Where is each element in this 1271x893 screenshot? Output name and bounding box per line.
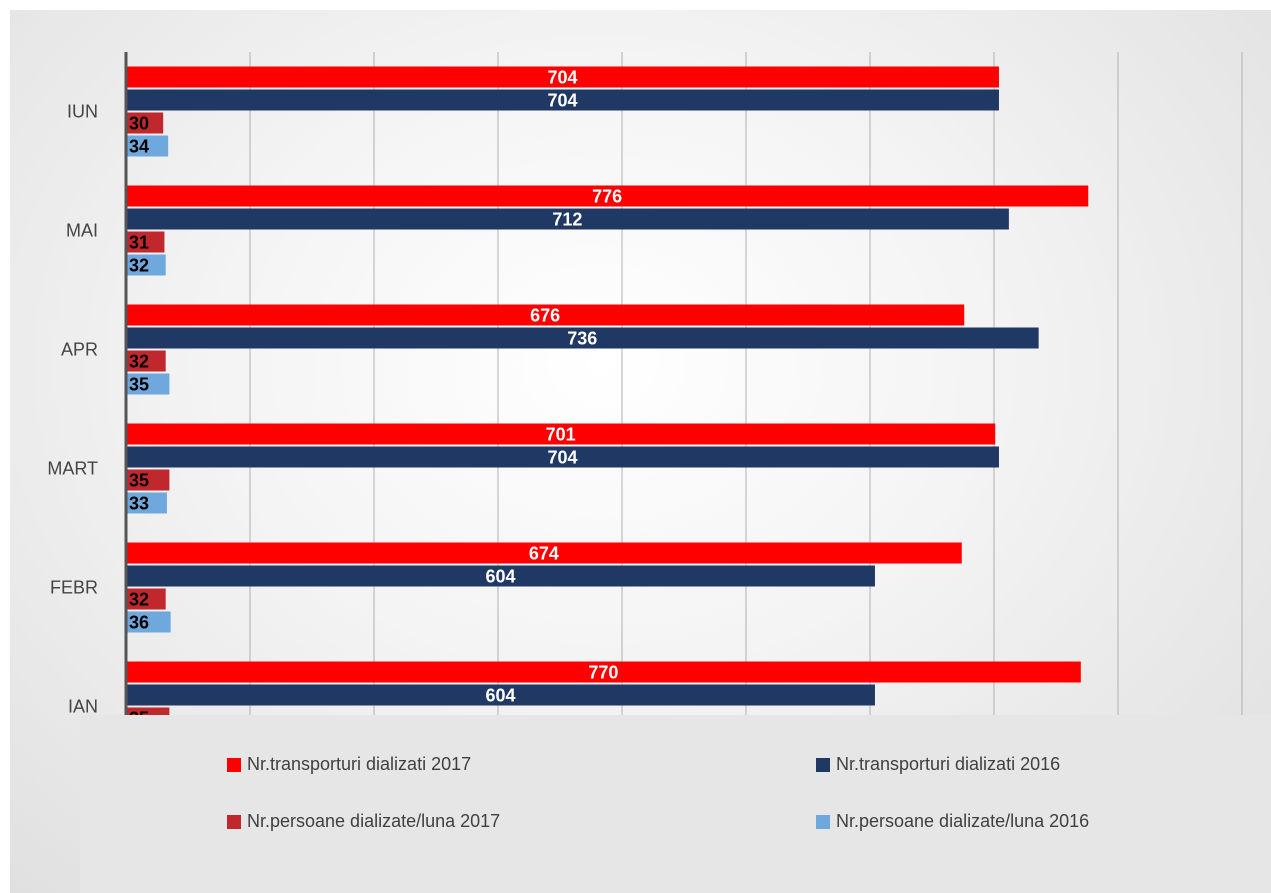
legend-item: Nr.persoane dializate/luna 2016 — [816, 811, 1089, 832]
legend-item: Nr.transporturi dializati 2016 — [816, 754, 1060, 775]
bar — [126, 112, 164, 134]
chart-area: IAN7706043537FEBR6746043236MART701704353… — [10, 10, 1271, 893]
data-label: 776 — [592, 187, 622, 207]
data-label: 701 — [546, 425, 576, 445]
legend-label: Nr.transporturi dializati 2017 — [247, 754, 472, 774]
legend-item: Nr.persoane dializate/luna 2017 — [227, 811, 500, 832]
data-label: 604 — [485, 567, 515, 587]
bar — [126, 89, 999, 111]
data-label: 604 — [485, 686, 515, 706]
data-label: 32 — [129, 590, 149, 610]
legend-item: Nr.transporturi dializati 2017 — [227, 754, 471, 775]
data-label: 33 — [129, 494, 149, 514]
data-label: 34 — [129, 137, 149, 157]
category-label: MAI — [66, 221, 98, 241]
bar — [126, 185, 1089, 207]
bar — [126, 208, 1009, 230]
bar — [126, 588, 166, 610]
bar — [126, 492, 167, 514]
data-label: 770 — [588, 663, 618, 683]
category-label: MART — [47, 459, 98, 479]
data-label: 712 — [552, 210, 582, 230]
bar — [126, 304, 965, 326]
category-label: FEBR — [50, 578, 98, 598]
data-label: 36 — [129, 613, 149, 633]
legend-label: Nr.persoane dializate/luna 2016 — [836, 811, 1090, 831]
legend-swatch-persoane-2016 — [816, 814, 830, 829]
data-label: 674 — [529, 544, 559, 564]
data-label: 35 — [129, 471, 149, 491]
data-label: 32 — [129, 256, 149, 276]
data-label: 35 — [129, 375, 149, 395]
bar — [126, 542, 962, 564]
bar — [126, 661, 1081, 683]
legend-label: Nr.persoane dializate/luna 2017 — [247, 811, 501, 831]
legend-swatch-persoane-2017 — [227, 814, 241, 829]
bar — [126, 611, 171, 633]
bar — [126, 135, 169, 157]
data-label: 30 — [129, 114, 149, 134]
data-label: 736 — [567, 329, 597, 349]
bar — [126, 446, 999, 468]
data-label: 32 — [129, 352, 149, 372]
bar — [126, 254, 166, 276]
bar — [126, 684, 875, 706]
bar — [126, 373, 170, 395]
legend-swatch-transport-2016 — [816, 757, 830, 772]
bar — [126, 469, 170, 491]
legend-swatch-transport-2017 — [227, 757, 241, 772]
data-label: 704 — [547, 91, 577, 111]
legend: Nr.transporturi dializati 2017 Nr.transp… — [80, 715, 1271, 893]
bar — [126, 423, 996, 445]
bar — [126, 565, 875, 587]
data-label: 704 — [547, 68, 577, 88]
category-label: IAN — [68, 697, 98, 717]
category-label: IUN — [67, 102, 98, 122]
bar — [126, 327, 1039, 349]
legend-label: Nr.transporturi dializati 2016 — [836, 754, 1061, 774]
bar — [126, 66, 999, 88]
category-label: APR — [61, 340, 98, 360]
data-label: 31 — [129, 233, 149, 253]
data-label: 704 — [547, 448, 577, 468]
bar — [126, 231, 165, 253]
data-label: 676 — [530, 306, 560, 326]
bar — [126, 350, 166, 372]
